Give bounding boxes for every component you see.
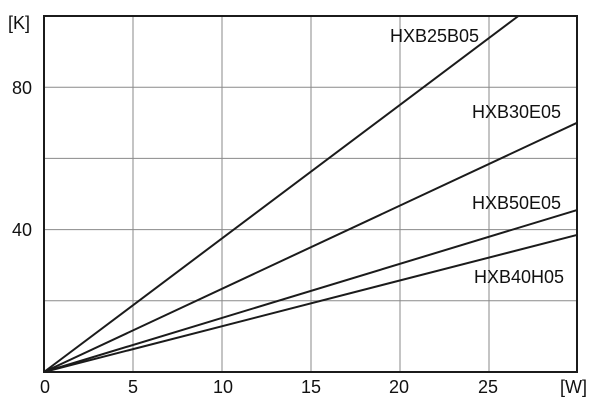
series-label-hxb40h05: HXB40H05 bbox=[474, 267, 564, 287]
x-tick-label-0: 0 bbox=[40, 377, 50, 397]
grid bbox=[44, 16, 577, 372]
series-labels: HXB25B05 HXB30E05 HXB50E05 HXB40H05 bbox=[390, 26, 564, 287]
x-tick-label-25: 25 bbox=[478, 377, 498, 397]
series-label-hxb25b05: HXB25B05 bbox=[390, 26, 479, 46]
x-tick-label-10: 10 bbox=[213, 377, 233, 397]
x-axis-unit-label: [W] bbox=[560, 377, 587, 397]
series-line-hxb30e05 bbox=[43, 121, 578, 373]
y-tick-label-80: 80 bbox=[12, 78, 32, 98]
x-tick-label-15: 15 bbox=[301, 377, 321, 397]
axis-labels: [K] 80 40 0 5 10 15 20 25 [W] bbox=[8, 13, 587, 397]
series-line-hxb25b05 bbox=[43, 15, 519, 373]
series-label-hxb30e05: HXB30E05 bbox=[472, 102, 561, 122]
series-line-hxb40h05 bbox=[43, 233, 578, 373]
series-group bbox=[43, 15, 578, 373]
y-axis-unit-label: [K] bbox=[8, 13, 30, 33]
series-line-hxb50e05 bbox=[43, 209, 578, 373]
series-label-hxb50e05: HXB50E05 bbox=[472, 193, 561, 213]
x-tick-label-20: 20 bbox=[389, 377, 409, 397]
x-tick-label-5: 5 bbox=[128, 377, 138, 397]
y-tick-label-40: 40 bbox=[12, 220, 32, 240]
plot-frame bbox=[43, 15, 578, 373]
